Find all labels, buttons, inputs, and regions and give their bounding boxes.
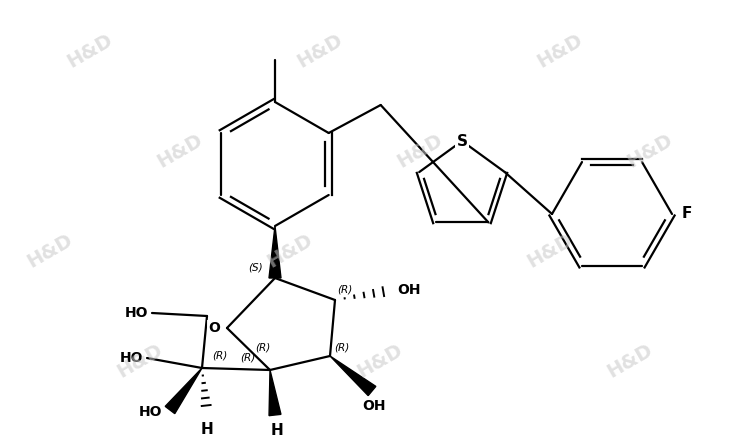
Text: OH: OH xyxy=(397,283,421,297)
Text: H&D: H&D xyxy=(64,31,116,72)
Text: (R): (R) xyxy=(212,350,228,360)
Text: H&D: H&D xyxy=(154,130,206,172)
Text: H&D: H&D xyxy=(24,231,76,272)
Polygon shape xyxy=(165,368,202,414)
Text: O: O xyxy=(208,321,220,335)
Text: (R): (R) xyxy=(337,285,352,295)
Text: (R): (R) xyxy=(334,342,349,352)
Polygon shape xyxy=(269,226,281,278)
Polygon shape xyxy=(269,370,281,416)
Text: (S): (S) xyxy=(248,263,263,273)
Text: F: F xyxy=(682,207,692,221)
Text: HO: HO xyxy=(125,306,148,320)
Text: (R): (R) xyxy=(240,352,255,362)
Text: H&D: H&D xyxy=(264,231,316,272)
Polygon shape xyxy=(330,356,376,395)
Text: H&D: H&D xyxy=(294,31,346,72)
Text: H&D: H&D xyxy=(354,341,406,382)
Text: H: H xyxy=(200,422,214,436)
Text: S: S xyxy=(457,133,468,149)
Text: H&D: H&D xyxy=(624,130,676,172)
Text: HO: HO xyxy=(120,351,143,365)
Text: H&D: H&D xyxy=(394,130,446,172)
Text: H&D: H&D xyxy=(604,341,656,382)
Text: H: H xyxy=(271,423,283,436)
Text: HO: HO xyxy=(139,405,162,419)
Text: H&D: H&D xyxy=(534,31,586,72)
Text: H&D: H&D xyxy=(524,231,576,272)
Text: (R): (R) xyxy=(255,343,270,353)
Text: OH: OH xyxy=(363,399,386,413)
Text: H&D: H&D xyxy=(114,341,166,382)
